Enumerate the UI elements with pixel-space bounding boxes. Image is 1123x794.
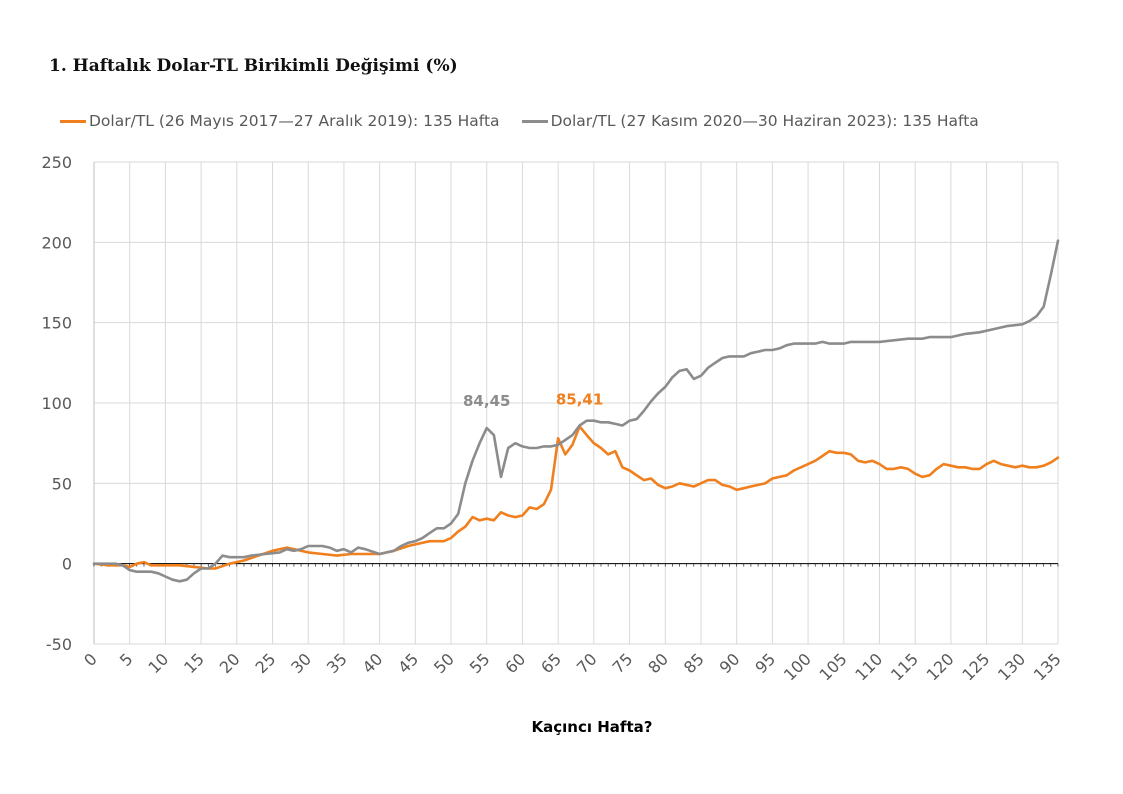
- x-tick-label: 110: [851, 649, 886, 684]
- x-tick-label: 25: [252, 649, 280, 677]
- x-tick-label: 70: [573, 649, 601, 677]
- x-tick-label: 0: [80, 649, 101, 670]
- y-tick-label: 150: [41, 314, 72, 333]
- x-tick-label: 80: [644, 649, 672, 677]
- y-tick-label: 100: [41, 394, 72, 413]
- y-tick-label: 200: [41, 233, 72, 252]
- legend-label-series-2: Dolar/TL (27 Kasım 2020—30 Haziran 2023)…: [550, 112, 979, 130]
- x-tick-label: 10: [144, 649, 172, 677]
- x-tick-label: 15: [180, 649, 208, 677]
- x-tick-label: 35: [323, 649, 351, 677]
- legend-label-series-1: Dolar/TL (26 Mayıs 2017—27 Aralık 2019):…: [89, 112, 500, 130]
- legend-item-series-2: Dolar/TL (27 Kasım 2020—30 Haziran 2023)…: [521, 112, 979, 130]
- chart-legend: Dolar/TL (26 Mayıs 2017—27 Aralık 2019):…: [60, 112, 1001, 130]
- x-tick-label: 75: [609, 649, 637, 677]
- x-tick-label: 40: [359, 649, 387, 677]
- x-tick-label: 85: [680, 649, 708, 677]
- legend-swatch-series-2: [521, 119, 548, 123]
- legend-item-series-1: Dolar/TL (26 Mayıs 2017—27 Aralık 2019):…: [60, 112, 500, 130]
- x-tick-label: 60: [501, 649, 529, 677]
- y-tick-label: -50: [46, 635, 72, 654]
- x-tick-label: 90: [716, 649, 744, 677]
- x-tick-label: 115: [887, 649, 922, 684]
- y-tick-label: 250: [41, 153, 72, 172]
- x-axis-label: Kaçıncı Hafta?: [532, 718, 653, 736]
- x-tick-label: 65: [537, 649, 565, 677]
- peak-annotation-1: 84,45: [463, 392, 510, 410]
- x-tick-label: 130: [994, 649, 1029, 684]
- chart-axes: [93, 162, 1059, 644]
- series-line-1: [92, 425, 1060, 570]
- x-tick-label: 100: [780, 649, 815, 684]
- x-tick-label: 120: [923, 649, 958, 684]
- x-tick-label: 5: [116, 649, 137, 670]
- series-line-2: [92, 239, 1060, 583]
- y-tick-label: 50: [52, 474, 72, 493]
- x-tick-label: 20: [216, 649, 244, 677]
- x-tick-label: 105: [816, 649, 851, 684]
- x-tick-label: 55: [466, 649, 494, 677]
- x-tick-label: 125: [958, 649, 993, 684]
- x-tick-label: 135: [1030, 649, 1065, 684]
- chart-series: [92, 239, 1060, 583]
- x-tick-label: 30: [287, 649, 315, 677]
- chart-title: 1. Haftalık Dolar-TL Birikimli Değişimi …: [49, 56, 458, 76]
- peak-annotation-2: 85,41: [556, 390, 603, 408]
- x-tick-label: 45: [394, 649, 422, 677]
- y-tick-label: 0: [62, 555, 72, 574]
- x-tick-label: 95: [751, 649, 779, 677]
- legend-swatch-series-1: [60, 119, 86, 123]
- x-tick-label: 50: [430, 649, 458, 677]
